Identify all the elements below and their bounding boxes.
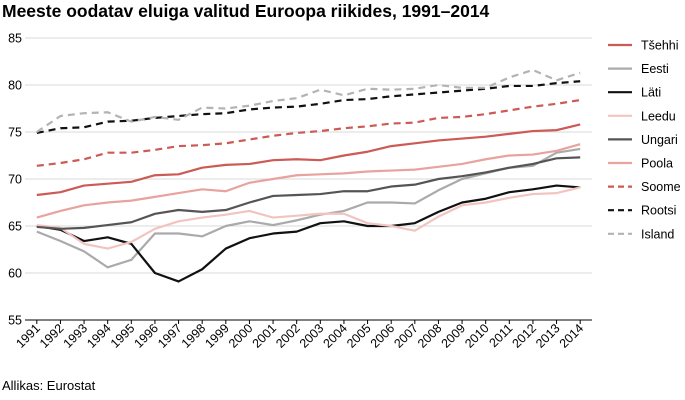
x-tick-label: 2013 [533,321,563,351]
x-tick-label: 1996 [131,321,161,351]
x-tick-label: 2009 [439,321,469,351]
series-line-7 [36,80,581,135]
gridlines [25,37,592,321]
y-tick-label: 55 [8,314,22,328]
legend-label-1: Eesti [641,62,669,76]
x-tick-label: 1997 [155,321,185,351]
x-tick-label: 2003 [297,321,327,351]
series-line-5 [36,143,581,219]
source-note: Allikas: Eurostat [2,378,96,393]
y-tick-label: 65 [8,220,22,234]
legend: Tšehhi Eesti Läti Leedu Ungari Poola Soome Root… [608,39,681,241]
x-tick-label: 1995 [108,321,138,351]
x-tick-label: 2011 [487,321,516,350]
x-tick-label: 1999 [202,321,232,351]
x-tick-label: 2008 [415,321,445,351]
x-tick-label: 1992 [37,321,67,351]
y-tick-label: 60 [8,267,22,281]
legend-label-7: Rootsi [641,204,676,218]
series-line-4 [36,156,581,230]
x-tick-label: 2010 [462,321,492,351]
legend-label-0: Tšehhi [641,39,679,53]
x-tick-label: 1994 [84,321,114,351]
legend-label-5: Poola [641,157,673,171]
chart-title: Meeste oodatav eluiga valitud Euroopa ri… [2,1,490,21]
y-tick-label: 80 [8,79,22,93]
series-line-1 [36,147,581,269]
legend-label-2: Läti [641,86,661,100]
series-line-6 [36,98,581,167]
legend-label-8: Island [641,227,674,241]
x-tick-labels: 1991199219931994199519961997199819992000… [13,320,586,351]
y-tick-label: 75 [8,126,22,140]
series-line-3 [36,186,581,250]
x-tick-label: 2004 [320,321,350,351]
x-tick-label: 2005 [344,321,374,351]
y-tick-label: 70 [8,173,22,187]
x-tick-label: 2000 [226,321,256,351]
x-tick-label: 2012 [509,321,539,351]
series-line-0 [36,123,581,197]
x-tick-label: 2001 [250,321,280,351]
x-tick-label: 2007 [391,321,421,351]
legend-label-4: Ungari [641,133,678,147]
legend-label-6: Soome [641,180,681,194]
x-tick-label: 1998 [179,321,209,351]
x-tick-label: 2014 [557,321,587,351]
legend-label-3: Leedu [641,109,676,123]
x-tick-label: 2006 [368,321,398,351]
series-lines [36,68,581,283]
y-tick-label: 85 [8,32,22,46]
y-tick-labels: 55 60 65 70 75 80 85 [8,32,22,328]
x-tick-label: 2002 [273,321,303,351]
x-tick-label: 1993 [61,321,91,351]
series-line-8 [36,68,581,133]
